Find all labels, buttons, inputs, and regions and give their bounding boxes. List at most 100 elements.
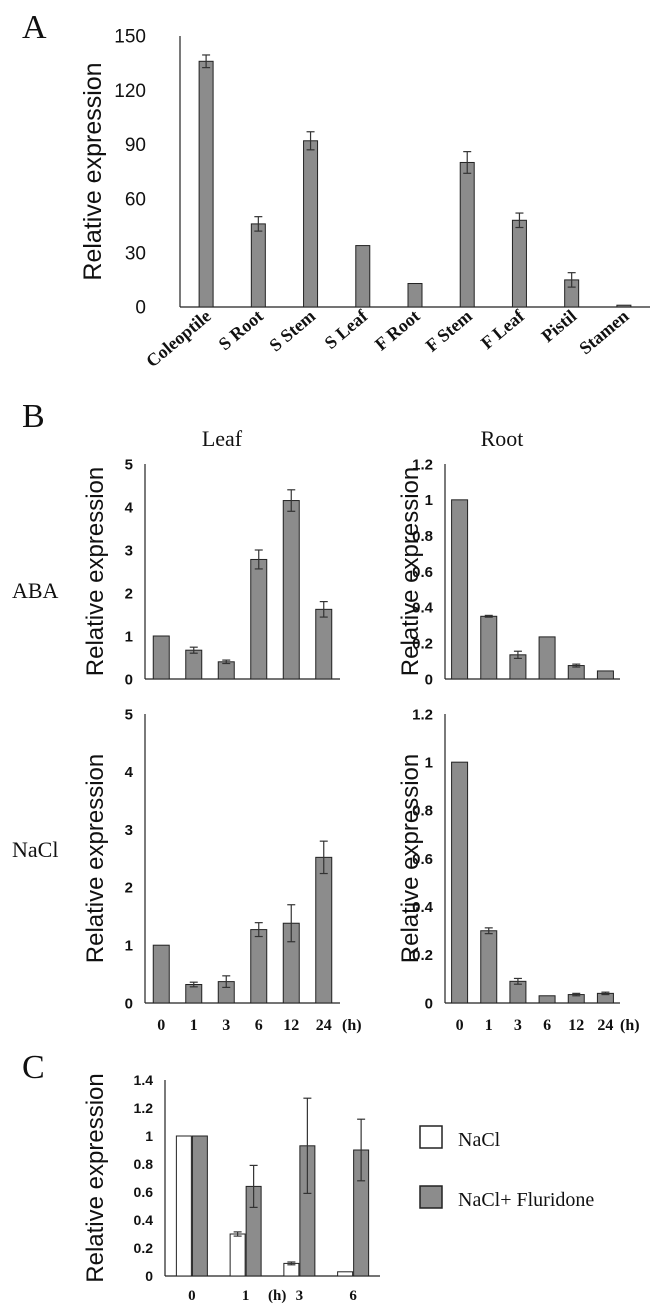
x-tick-label: Pistil (538, 306, 581, 346)
x-tick-label: 6 (543, 1017, 551, 1034)
y-tick-label: 1.2 (412, 706, 433, 723)
column-title-leaf: Leaf (202, 426, 243, 451)
x-tick-label: 0 (157, 1017, 165, 1034)
x-tick-label: 3 (514, 1017, 522, 1034)
y-tick-label: 0.6 (412, 851, 433, 868)
bar (480, 615, 498, 680)
bar (337, 1271, 354, 1277)
bar (198, 60, 214, 308)
row-label-nacl: NaCl (12, 837, 58, 862)
chart-aba-leaf: 0 1 2 3 4 5 Relative expression (82, 456, 340, 688)
y-tick-label: 0.2 (412, 635, 433, 652)
bar (407, 283, 423, 308)
y-tick-label: 0.6 (134, 1184, 154, 1200)
y-tick-label: 4 (125, 764, 134, 781)
legend-label-fluridone: NaCl+ Fluridone (458, 1189, 594, 1211)
y-tick-label: 0.8 (412, 528, 433, 545)
y-tick-label: 90 (125, 135, 146, 156)
y-tick-label: 1.4 (134, 1072, 154, 1088)
bar (451, 499, 469, 680)
y-tick-label: 1.2 (412, 456, 433, 473)
y-axis-label: Relative expression (82, 467, 109, 676)
y-tick-label: 5 (125, 706, 133, 723)
time-unit-root: (h) (620, 1017, 640, 1034)
y-tick-label: 150 (114, 27, 146, 48)
x-tick-label: 12 (568, 1017, 584, 1034)
y-tick-label: 60 (125, 189, 146, 210)
bar (538, 636, 556, 680)
bar (185, 649, 203, 680)
y-axis-label: Relative expression (82, 1073, 109, 1282)
x-tick-label: F Root (371, 306, 424, 355)
x-tick-label: 6 (349, 1288, 357, 1304)
bar (480, 930, 498, 1004)
bar (355, 245, 371, 308)
chart-nacl-root: 0 0.2 0.4 0.6 0.8 1 1.2 Relative expression 0 1 3 6… (397, 706, 620, 1034)
y-tick-label: 1 (125, 628, 133, 645)
y-tick-label: 0.6 (412, 564, 433, 581)
y-axis-label: Relative expression (397, 467, 424, 676)
bar (250, 223, 266, 308)
bar (511, 219, 527, 308)
x-tick-label: S Leaf (321, 305, 373, 353)
chart-fluridone: 0 0.2 0.4 0.6 0.8 1 1.2 1.4 Relative expression 0… (82, 1072, 380, 1304)
y-tick-label: 0 (145, 1268, 153, 1284)
y-tick-label: 30 (125, 243, 146, 264)
x-tick-label: 3 (296, 1288, 304, 1304)
time-unit-c: (h) (268, 1288, 286, 1304)
bar (315, 608, 333, 680)
y-tick-label: 2 (125, 585, 133, 602)
y-tick-label: 0.4 (412, 600, 434, 617)
bar (451, 761, 469, 1004)
x-tick-label: 12 (283, 1017, 299, 1034)
column-title-root: Root (481, 426, 524, 451)
bar (152, 944, 170, 1004)
bar (191, 1135, 208, 1277)
x-tick-label: 1 (190, 1017, 198, 1034)
bar (282, 500, 300, 680)
bar (596, 670, 614, 680)
y-tick-label: 0 (125, 671, 133, 688)
bar (315, 856, 333, 1004)
y-tick-label: 1 (145, 1128, 153, 1144)
y-tick-label: 1 (125, 937, 133, 954)
bar (538, 995, 556, 1004)
x-tick-label: F Leaf (477, 305, 529, 353)
panel-label-c: C (22, 1049, 45, 1086)
row-label-aba: ABA (12, 578, 59, 603)
y-tick-label: 0 (125, 995, 133, 1012)
bar (303, 140, 319, 308)
bar (217, 661, 235, 680)
x-tick-label: 1 (485, 1017, 493, 1034)
x-tick-label: 24 (316, 1017, 332, 1034)
bar (152, 635, 170, 680)
x-tick-label: 6 (255, 1017, 263, 1034)
y-tick-label: 4 (125, 499, 134, 516)
time-unit-leaf: (h) (342, 1017, 362, 1034)
panel-label-a: A (22, 9, 47, 46)
y-tick-label: 0.8 (134, 1156, 154, 1172)
x-tick-label: S Stem (265, 306, 319, 356)
legend: NaCl NaCl+ Fluridone (419, 1125, 594, 1211)
legend-swatch-nacl (419, 1125, 443, 1149)
legend-swatch-fluridone (419, 1185, 443, 1209)
bar (250, 558, 268, 680)
x-tick-label: 3 (222, 1017, 230, 1034)
y-tick-label: 0 (425, 995, 433, 1012)
y-tick-label: 0 (135, 298, 146, 319)
x-tick-label: S Root (215, 306, 267, 354)
bar (229, 1233, 246, 1277)
y-tick-label: 1 (425, 754, 433, 771)
chart-tissue-expression: 0 30 60 90 120 150 Relative expression Coleopti… (79, 27, 650, 371)
y-tick-label: 0.8 (412, 803, 433, 820)
y-tick-label: 1.2 (134, 1100, 154, 1116)
y-axis-label: Relative expression (82, 754, 109, 963)
y-axis-label: Relative expression (397, 754, 424, 963)
x-tick-label: Stamen (575, 306, 632, 359)
bar (459, 161, 475, 308)
x-tick-label: 1 (242, 1288, 250, 1304)
y-tick-label: 0.2 (134, 1240, 154, 1256)
y-tick-label: 3 (125, 542, 133, 559)
